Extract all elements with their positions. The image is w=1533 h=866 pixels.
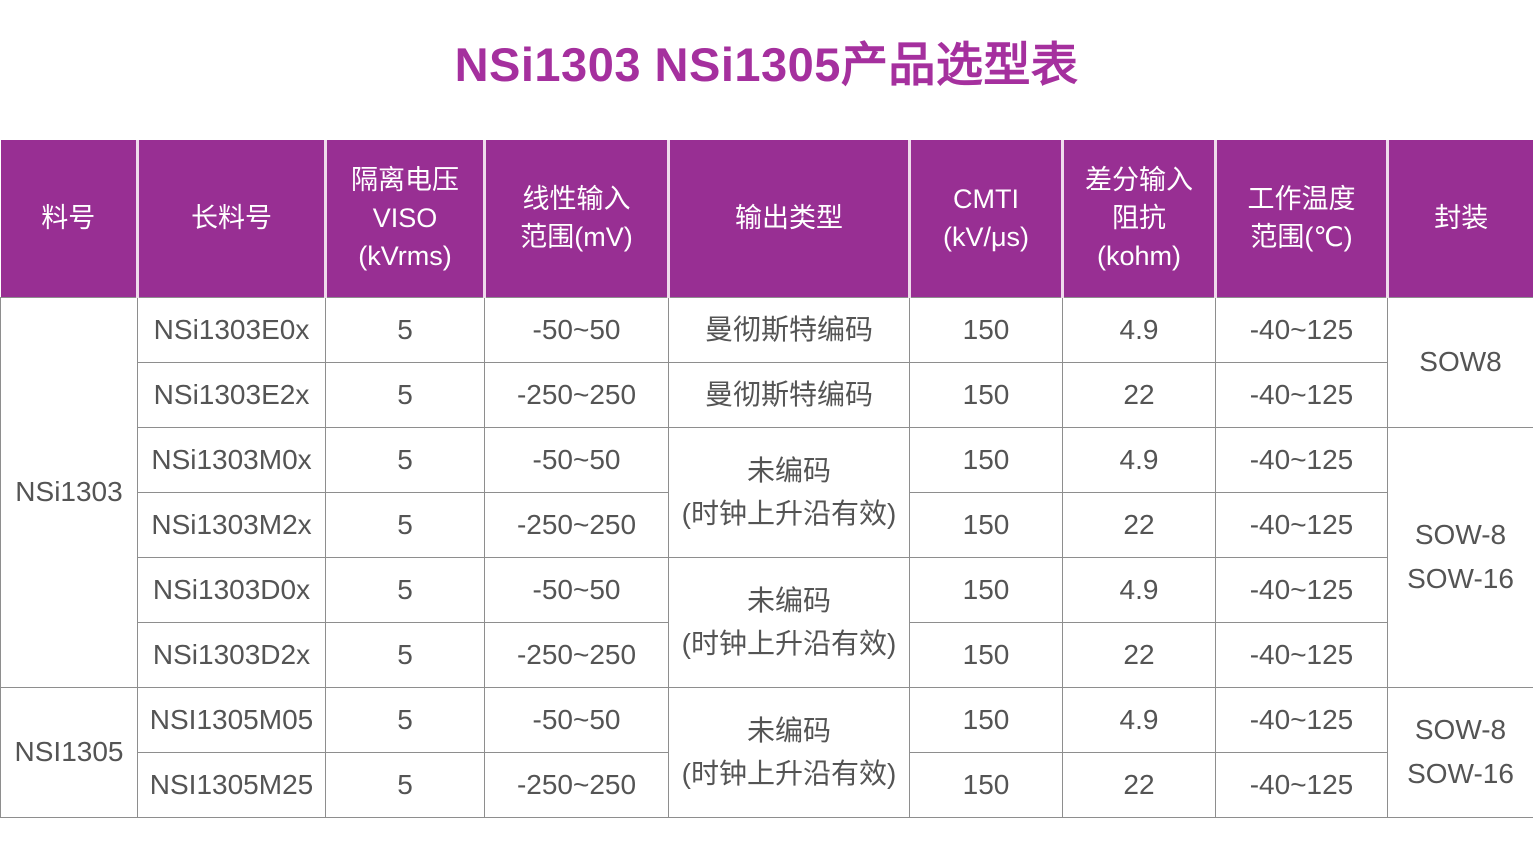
linear-input-cell: -250~250 [484,751,669,818]
product-selection-table: 料号 长料号 隔离电压 VISO (kVrms) 线性输入 范围(mV) 输出类… [0,140,1533,818]
impedance-cell: 4.9 [1062,296,1216,363]
cmti-cell: 150 [909,296,1063,363]
col-header-output-type: 输出类型 [667,140,910,298]
long-part-cell: NSi1303D2x [137,621,326,688]
cmti-cell: 150 [909,426,1063,493]
header-row: 料号 长料号 隔离电压 VISO (kVrms) 线性输入 范围(mV) 输出类… [0,140,1533,298]
impedance-cell: 22 [1062,751,1216,818]
temp-range-cell: -40~125 [1215,621,1388,688]
output-type-cell: 曼彻斯特编码 [668,361,910,428]
col-header-linear-input-range: 线性输入 范围(mV) [483,140,669,298]
output-type-cell: 未编码 (时钟上升沿有效) [668,426,910,558]
viso-cell: 5 [325,686,485,753]
temp-range-cell: -40~125 [1215,361,1388,428]
linear-input-cell: -50~50 [484,686,669,753]
table-row: NSi1303D0x 5 -50~50 未编码 (时钟上升沿有效) 150 4.… [1,556,1533,688]
package-cell: SOW-8 SOW-16 [1387,426,1533,688]
col-header-operating-temp-range: 工作温度 范围(℃) [1214,140,1388,298]
linear-input-cell: -250~250 [484,621,669,688]
viso-cell: 5 [325,426,485,493]
long-part-cell: NSi1303E0x [137,296,326,363]
viso-cell: 5 [325,296,485,363]
long-part-cell: NSi1303D0x [137,556,326,623]
long-part-cell: NSi1303E2x [137,361,326,428]
temp-range-cell: -40~125 [1215,296,1388,363]
cmti-cell: 150 [909,686,1063,753]
col-header-differential-input-impedance: 差分输入 阻抗 (kohm) [1061,140,1216,298]
impedance-cell: 22 [1062,621,1216,688]
linear-input-cell: -250~250 [484,361,669,428]
viso-cell: 5 [325,751,485,818]
impedance-cell: 4.9 [1062,686,1216,753]
table-row: NSI1305M25 5 -250~250 150 22 -40~125 [1,751,1533,818]
linear-input-cell: -250~250 [484,491,669,558]
page-title: NSi1303 NSi1305产品选型表 [454,38,1079,91]
part-group-cell: NSi1303 [0,296,138,688]
viso-cell: 5 [325,621,485,688]
table-row: NSi1303M2x 5 -250~250 150 22 -40~125 [1,491,1533,558]
table-row: NSi1303M0x 5 -50~50 未编码 (时钟上升沿有效) 150 4.… [1,426,1533,688]
viso-cell: 5 [325,556,485,623]
impedance-cell: 4.9 [1062,556,1216,623]
output-type-cell: 曼彻斯特编码 [668,296,910,363]
long-part-cell: NSI1305M05 [137,686,326,753]
temp-range-cell: -40~125 [1215,751,1388,818]
temp-range-cell: -40~125 [1215,556,1388,623]
temp-range-cell: -40~125 [1215,686,1388,753]
package-cell: SOW-8 SOW-16 [1387,686,1533,818]
col-header-part-number: 料号 [0,140,138,298]
table-row: NSi1303E2x 5 -250~250 曼彻斯特编码 150 22 -40~… [1,361,1533,428]
col-header-cmti: CMTI (kV/μs) [908,140,1063,298]
cmti-cell: 150 [909,556,1063,623]
linear-input-cell: -50~50 [484,296,669,363]
table-row: NSi1303 NSi1303E0x 5 -50~50 曼彻斯特编码 150 4… [0,296,1533,688]
impedance-cell: 22 [1062,361,1216,428]
long-part-cell: NSi1303M0x [137,426,326,493]
part-group-cell: NSI1305 [0,686,138,818]
output-type-cell: 未编码 (时钟上升沿有效) [668,556,910,688]
col-header-isolation-voltage: 隔离电压 VISO (kVrms) [324,140,485,298]
cmti-cell: 150 [909,621,1063,688]
cmti-cell: 150 [909,361,1063,428]
linear-input-cell: -50~50 [484,426,669,493]
col-header-long-part-number: 长料号 [136,140,326,298]
cmti-cell: 150 [909,751,1063,818]
output-type-cell: 未编码 (时钟上升沿有效) [668,686,910,818]
impedance-cell: 22 [1062,491,1216,558]
viso-cell: 5 [325,491,485,558]
table-row: NSi1303D2x 5 -250~250 150 22 -40~125 [1,621,1533,688]
package-cell: SOW8 [1387,296,1533,428]
col-header-package: 封装 [1386,140,1533,298]
linear-input-cell: -50~50 [484,556,669,623]
long-part-cell: NSi1303M2x [137,491,326,558]
table-row: NSI1305 NSI1305M05 5 -50~50 未编码 (时钟上升沿有效… [0,686,1533,818]
temp-range-cell: -40~125 [1215,426,1388,493]
long-part-cell: NSI1305M25 [137,751,326,818]
impedance-cell: 4.9 [1062,426,1216,493]
viso-cell: 5 [325,361,485,428]
cmti-cell: 150 [909,491,1063,558]
temp-range-cell: -40~125 [1215,491,1388,558]
